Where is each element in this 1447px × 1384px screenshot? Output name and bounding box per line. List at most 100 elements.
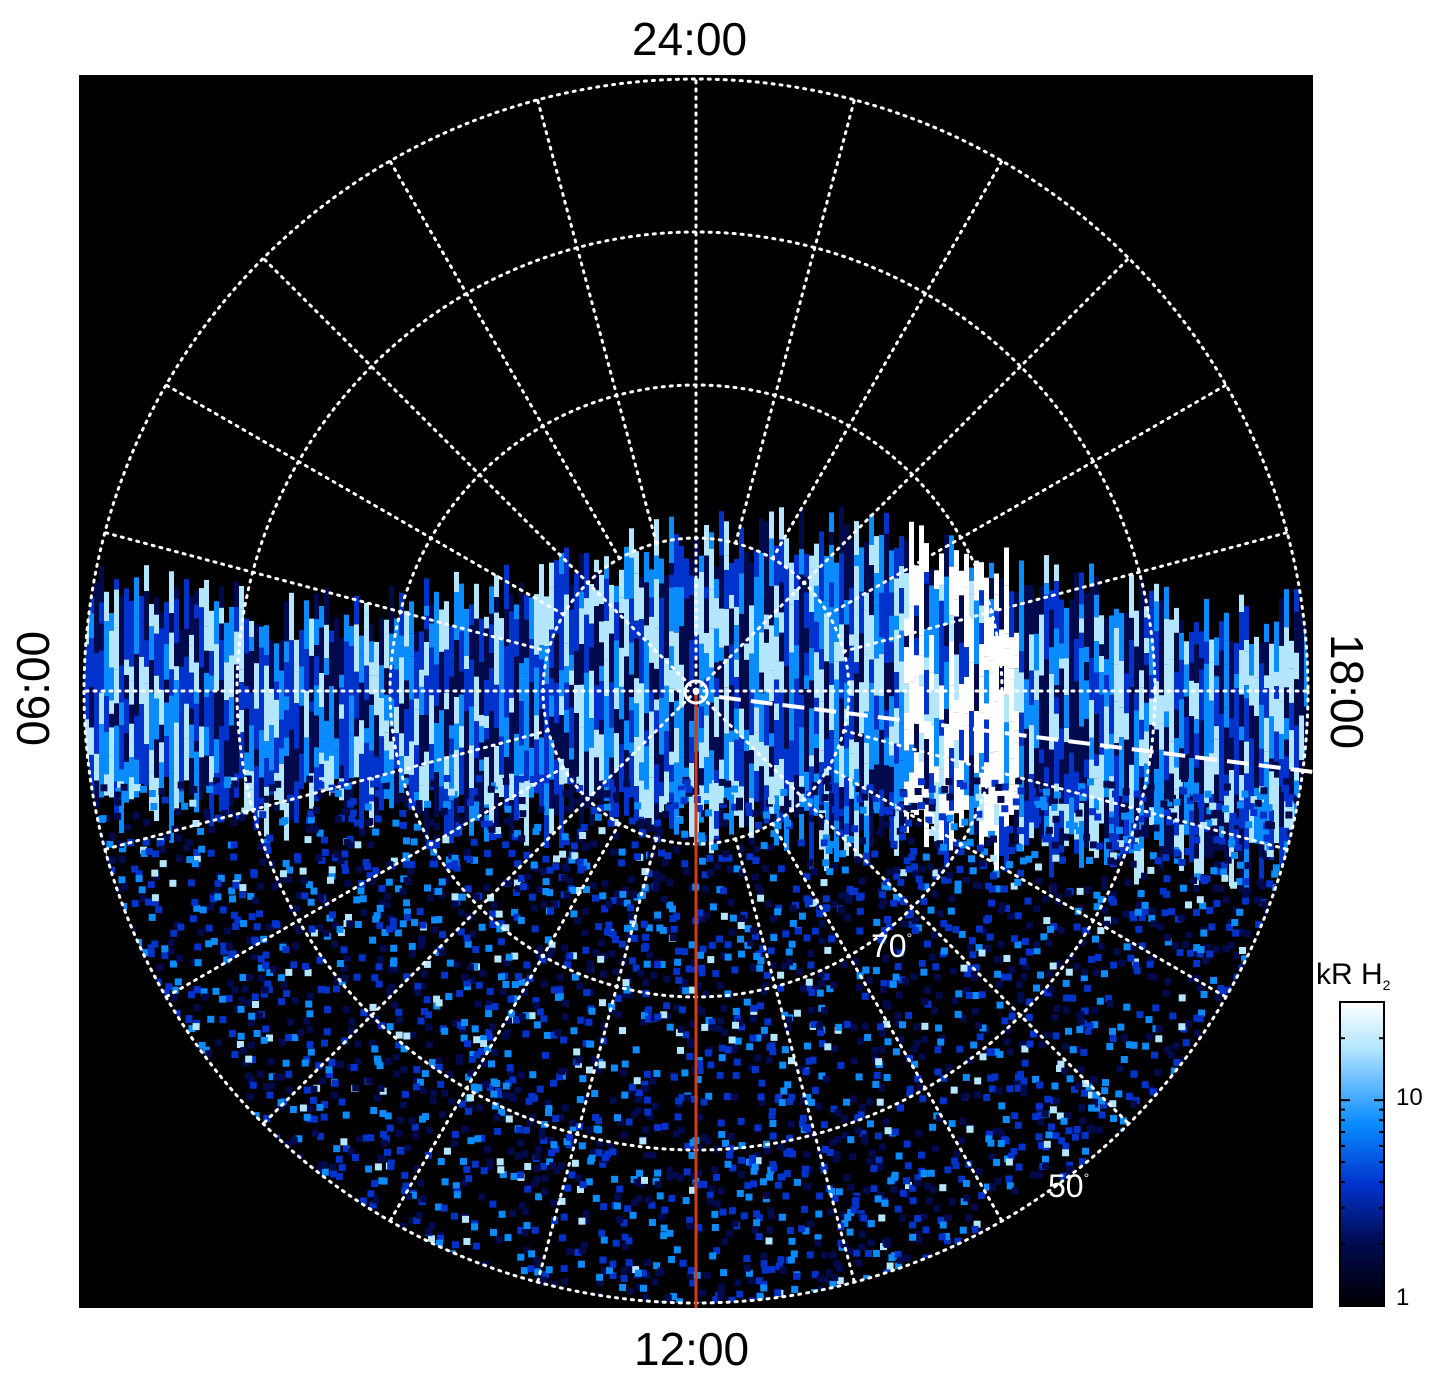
emission-speckle (571, 1159, 579, 1167)
emission-speckle (518, 1202, 526, 1210)
emission-streak (814, 734, 819, 749)
emission-streak (174, 643, 179, 667)
emission-speckle (1168, 908, 1175, 916)
emission-streak (604, 696, 609, 714)
emission-speckle (1001, 885, 1009, 893)
emission-speckle (544, 1099, 552, 1107)
emission-streak (1019, 651, 1024, 673)
emission-speckle (1281, 784, 1289, 792)
emission-speckle (753, 1210, 761, 1218)
emission-streak (309, 656, 314, 702)
emission-streak (464, 669, 469, 711)
emission-streak (564, 547, 569, 595)
emission-streak (589, 730, 594, 748)
emission-speckle (880, 927, 888, 935)
emission-streak (1064, 773, 1069, 804)
emission-streak (774, 749, 779, 766)
emission-speckle (666, 879, 674, 887)
emission-streak (804, 675, 809, 690)
emission-streak (1209, 639, 1214, 663)
emission-streak (769, 733, 774, 747)
emission-streak (984, 656, 989, 671)
emission-streak (1149, 674, 1154, 699)
emission-streak (469, 604, 474, 625)
emission-speckle (386, 1023, 394, 1031)
emission-streak (319, 627, 324, 673)
emission-speckle (866, 784, 874, 792)
emission-speckle (533, 1175, 541, 1183)
emission-streak (574, 651, 579, 685)
emission-streak (1224, 727, 1229, 775)
emission-speckle (1031, 851, 1039, 859)
emission-speckle (151, 894, 159, 902)
emission-speckle (1069, 994, 1077, 1002)
emission-streak (539, 774, 544, 809)
emission-streak (469, 745, 474, 789)
emission-streak (754, 732, 759, 771)
emission-speckle (903, 857, 911, 865)
emission-streak (949, 685, 954, 728)
emission-streak (184, 656, 189, 704)
emission-speckle (697, 951, 705, 959)
emission-streak (594, 685, 599, 730)
emission-streak (1079, 690, 1084, 727)
emission-streak (1289, 651, 1294, 669)
emission-streak (684, 652, 689, 684)
emission-streak (134, 577, 139, 617)
emission-streak (419, 766, 424, 786)
emission-streak (839, 581, 844, 625)
emission-speckle (545, 1105, 553, 1113)
emission-speckle (1055, 893, 1062, 901)
emission-speckle (804, 1042, 811, 1050)
emission-speckle (672, 1172, 680, 1179)
emission-speckle (1084, 1027, 1092, 1035)
emission-streak (244, 618, 249, 654)
emission-streak (1169, 823, 1174, 855)
emission-speckle (337, 1060, 344, 1068)
emission-speckle (504, 1050, 512, 1058)
emission-speckle (623, 780, 631, 788)
emission-streak (214, 644, 219, 691)
emission-speckle (569, 886, 577, 894)
emission-speckle (729, 1164, 737, 1172)
emission-speckle (1008, 847, 1016, 855)
emission-streak (1144, 653, 1149, 665)
emission-speckle (685, 789, 693, 797)
emission-speckle (503, 959, 511, 967)
emission-streak (709, 750, 714, 780)
emission-speckle (328, 872, 336, 880)
emission-speckle (1164, 978, 1172, 986)
emission-streak (819, 649, 824, 670)
emission-streak (729, 685, 734, 731)
emission-streak (369, 662, 374, 676)
emission-streak (799, 694, 804, 728)
emission-speckle (755, 1233, 763, 1241)
emission-streak (144, 683, 149, 706)
emission-speckle (540, 1276, 547, 1284)
emission-streak (339, 674, 344, 688)
emission-streak (894, 629, 899, 673)
emission-streak (1179, 659, 1184, 700)
emission-speckle (465, 1073, 473, 1081)
emission-speckle (369, 936, 377, 944)
emission-speckle (642, 933, 650, 941)
emission-streak (989, 672, 994, 718)
emission-streak (234, 581, 239, 607)
emission-speckle (770, 915, 778, 923)
emission-speckle (843, 1098, 851, 1106)
emission-streak (1089, 613, 1094, 658)
emission-streak (264, 695, 269, 742)
emission-speckle (736, 1290, 744, 1298)
emission-speckle (936, 840, 944, 848)
emission-streak (709, 667, 714, 691)
emission-speckle (985, 1130, 993, 1138)
emission-speckle (754, 1034, 762, 1042)
emission-speckle (162, 989, 170, 997)
emission-streak (984, 719, 989, 763)
emission-speckle (974, 1091, 981, 1099)
emission-speckle (486, 1033, 494, 1041)
emission-speckle (368, 877, 376, 885)
emission-speckle (892, 1048, 900, 1056)
emission-streak (764, 642, 769, 692)
emission-speckle (219, 906, 227, 914)
